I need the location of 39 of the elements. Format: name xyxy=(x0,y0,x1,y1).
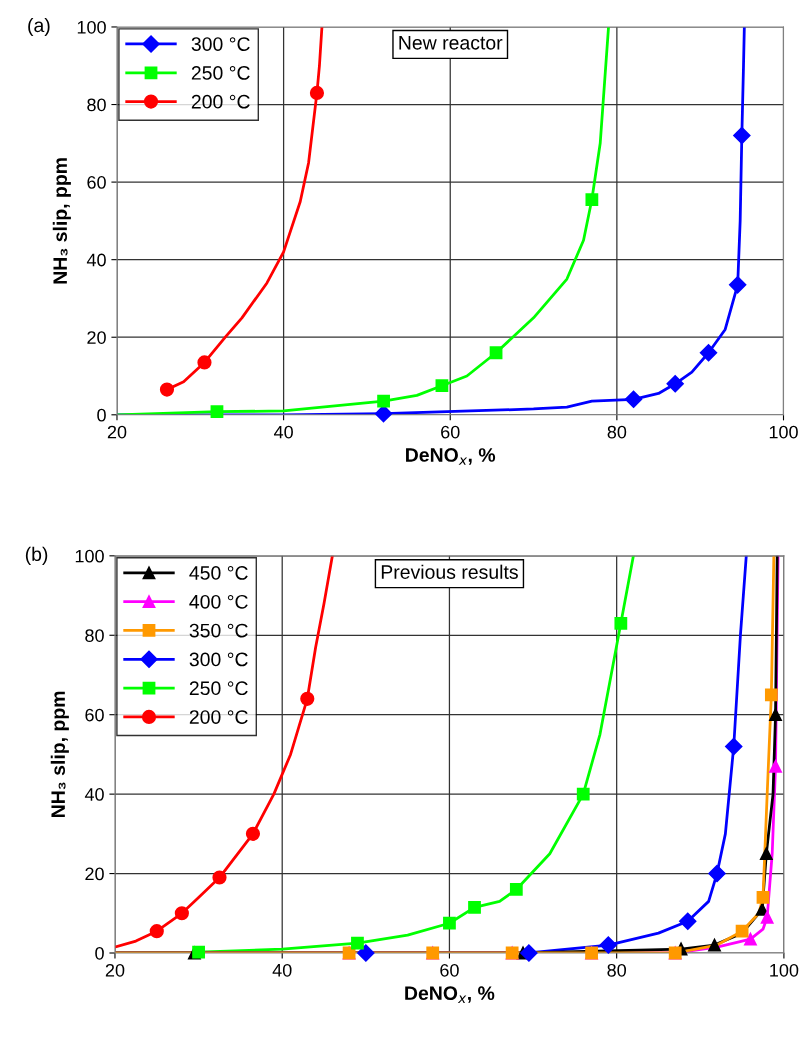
y-tick-label: 40 xyxy=(86,253,106,267)
y-axis-title: NH₃ slip, ppm xyxy=(52,158,71,284)
x-tick-label: 40 xyxy=(272,963,292,977)
annotation: Previous results xyxy=(381,564,518,579)
legend-label: 450 °C xyxy=(189,566,248,580)
x-tick-label: 40 xyxy=(273,425,293,439)
y-tick-label: 80 xyxy=(85,629,104,642)
x-tick-label: 80 xyxy=(607,425,627,439)
y-tick-label: 100 xyxy=(75,549,104,563)
annotation: New reactor xyxy=(399,36,503,50)
y-tick-label: 40 xyxy=(84,788,104,801)
chart-title: (a) xyxy=(28,17,50,37)
x-tick-label: 100 xyxy=(770,963,799,977)
x-axis-title: DeNO$_{x}$, % xyxy=(406,448,496,465)
y-tick-label: 60 xyxy=(87,176,106,189)
legend-label: 300 °C xyxy=(191,37,250,51)
y-axis-title: NH₃ slip, ppm xyxy=(50,691,69,818)
x-axis-title: DeNO$_{x}$, % xyxy=(405,986,495,1004)
y-tick-label: 60 xyxy=(85,708,104,722)
x-tick-label: 20 xyxy=(107,425,127,439)
x-tick-label: 100 xyxy=(769,425,798,439)
x-tick-label: 20 xyxy=(105,963,125,977)
y-tick-label: 0 xyxy=(97,408,106,422)
legend-label: 200 °C xyxy=(191,94,250,109)
y-tick-label: 0 xyxy=(95,946,104,960)
legend-label: 250 °C xyxy=(189,681,248,696)
legend-label: 250 °C xyxy=(191,66,250,80)
x-tick-label: 60 xyxy=(440,963,459,977)
y-tick-label: 20 xyxy=(87,331,106,344)
y-tick-label: 20 xyxy=(85,867,104,881)
x-tick-label: 80 xyxy=(607,963,626,977)
legend-label: 300 °C xyxy=(189,652,248,667)
y-tick-label: 80 xyxy=(87,98,106,112)
x-tick-label: 60 xyxy=(441,425,460,439)
legend-label: 350 °C xyxy=(189,623,248,638)
y-tick-label: 100 xyxy=(77,20,106,34)
chart-title: (b) xyxy=(25,546,48,565)
legend-label: 200 °C xyxy=(189,710,248,724)
legend-label: 400 °C xyxy=(189,594,248,609)
